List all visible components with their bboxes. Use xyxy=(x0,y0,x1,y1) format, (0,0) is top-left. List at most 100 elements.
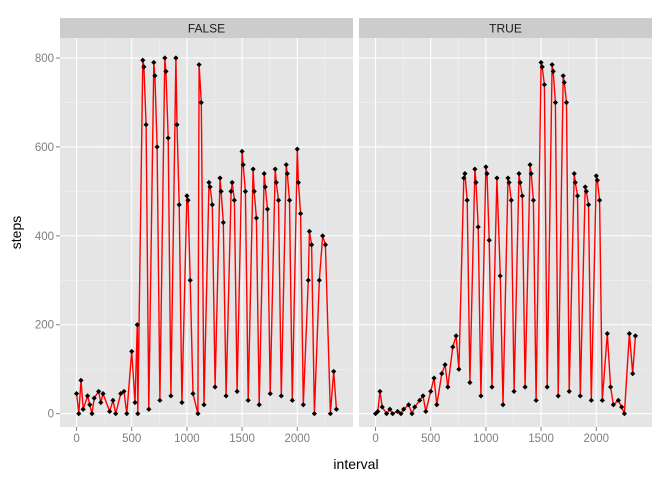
data-point xyxy=(500,402,506,408)
data-point xyxy=(604,331,610,337)
data-point xyxy=(453,333,459,339)
data-point xyxy=(283,162,289,168)
axes: 0 500 1000 1500 2000 0 500 1000 1500 2000 0 200 400 6… xyxy=(35,53,609,445)
data-point xyxy=(207,184,213,190)
data-point xyxy=(390,411,396,417)
strip-background xyxy=(60,18,353,38)
data-point xyxy=(240,162,246,168)
data-point xyxy=(561,79,567,86)
data-point xyxy=(486,237,492,243)
panel-background xyxy=(60,38,353,427)
data-point xyxy=(462,170,468,177)
data-point xyxy=(100,391,106,397)
data-point xyxy=(209,202,215,208)
y-tick-label: 200 xyxy=(35,320,54,332)
data-point xyxy=(273,179,279,186)
x-tick-label: 500 xyxy=(122,433,141,445)
data-point xyxy=(417,397,423,403)
data-point xyxy=(98,399,104,406)
data-point xyxy=(295,179,301,186)
panel-background xyxy=(359,38,652,427)
data-point xyxy=(372,411,379,417)
y-tick-label: 600 xyxy=(35,142,54,154)
data-point xyxy=(412,404,418,410)
data-point xyxy=(494,175,500,181)
data-point xyxy=(135,411,141,417)
data-point xyxy=(294,146,300,152)
data-point xyxy=(184,193,190,199)
data-point xyxy=(311,411,317,417)
data-point xyxy=(141,64,147,70)
data-point xyxy=(118,391,124,397)
data-point xyxy=(231,197,237,203)
data-point xyxy=(201,402,207,408)
data-point xyxy=(174,122,180,128)
data-point xyxy=(84,393,91,399)
data-point xyxy=(506,179,512,186)
x-tick-label: 2000 xyxy=(284,433,310,445)
data-point xyxy=(190,391,196,397)
data-point xyxy=(626,331,632,337)
data-point xyxy=(585,202,592,208)
data-point xyxy=(261,170,267,177)
data-point xyxy=(593,173,599,179)
x-tick-label: 0 xyxy=(372,433,378,445)
data-point xyxy=(538,59,544,66)
data-point xyxy=(473,179,479,186)
x-tick-label: 1500 xyxy=(229,433,255,445)
data-point xyxy=(375,408,381,415)
data-point xyxy=(300,402,306,408)
data-point xyxy=(621,411,628,417)
data-point xyxy=(218,188,224,194)
data-point xyxy=(594,177,600,183)
data-point xyxy=(456,366,462,372)
data-point xyxy=(519,193,525,199)
data-point xyxy=(322,242,329,248)
data-point xyxy=(134,322,140,328)
y-tick-label: 0 xyxy=(48,409,54,421)
data-point xyxy=(187,277,193,283)
data-point xyxy=(483,164,489,170)
data-point xyxy=(267,391,273,397)
data-point xyxy=(73,391,80,397)
panels: FALSE TRUE xyxy=(60,18,652,427)
data-point xyxy=(522,384,528,390)
data-point xyxy=(305,277,311,283)
data-point xyxy=(229,179,235,186)
strip-background xyxy=(359,18,652,38)
data-point xyxy=(377,388,383,395)
data-point xyxy=(206,179,212,186)
data-point xyxy=(152,73,158,79)
data-point xyxy=(251,188,257,194)
data-point xyxy=(154,144,160,150)
data-point xyxy=(151,59,157,66)
data-point xyxy=(530,197,536,203)
data-point xyxy=(615,397,621,403)
y-axis-title: steps xyxy=(8,216,24,249)
data-point xyxy=(107,408,113,415)
data-point xyxy=(541,82,548,88)
data-point xyxy=(383,411,390,417)
data-point xyxy=(195,411,201,417)
data-point xyxy=(387,406,393,412)
data-point xyxy=(129,348,135,355)
data-point xyxy=(253,215,260,221)
data-point xyxy=(461,175,467,181)
data-point xyxy=(517,179,523,186)
data-point xyxy=(176,202,182,208)
x-tick-label: 500 xyxy=(421,433,440,445)
data-point xyxy=(146,406,152,412)
y-tick-label: 400 xyxy=(35,231,54,243)
data-point xyxy=(379,404,385,410)
data-point xyxy=(550,68,556,74)
panel-false: FALSE xyxy=(60,18,353,427)
data-point xyxy=(272,166,278,172)
data-point xyxy=(80,406,86,412)
data-point xyxy=(395,408,401,415)
data-point xyxy=(309,242,315,248)
data-point xyxy=(284,170,290,177)
data-point xyxy=(619,404,625,410)
data-point xyxy=(472,166,478,172)
data-point xyxy=(511,388,517,395)
x-axis-title: interval xyxy=(333,456,378,472)
